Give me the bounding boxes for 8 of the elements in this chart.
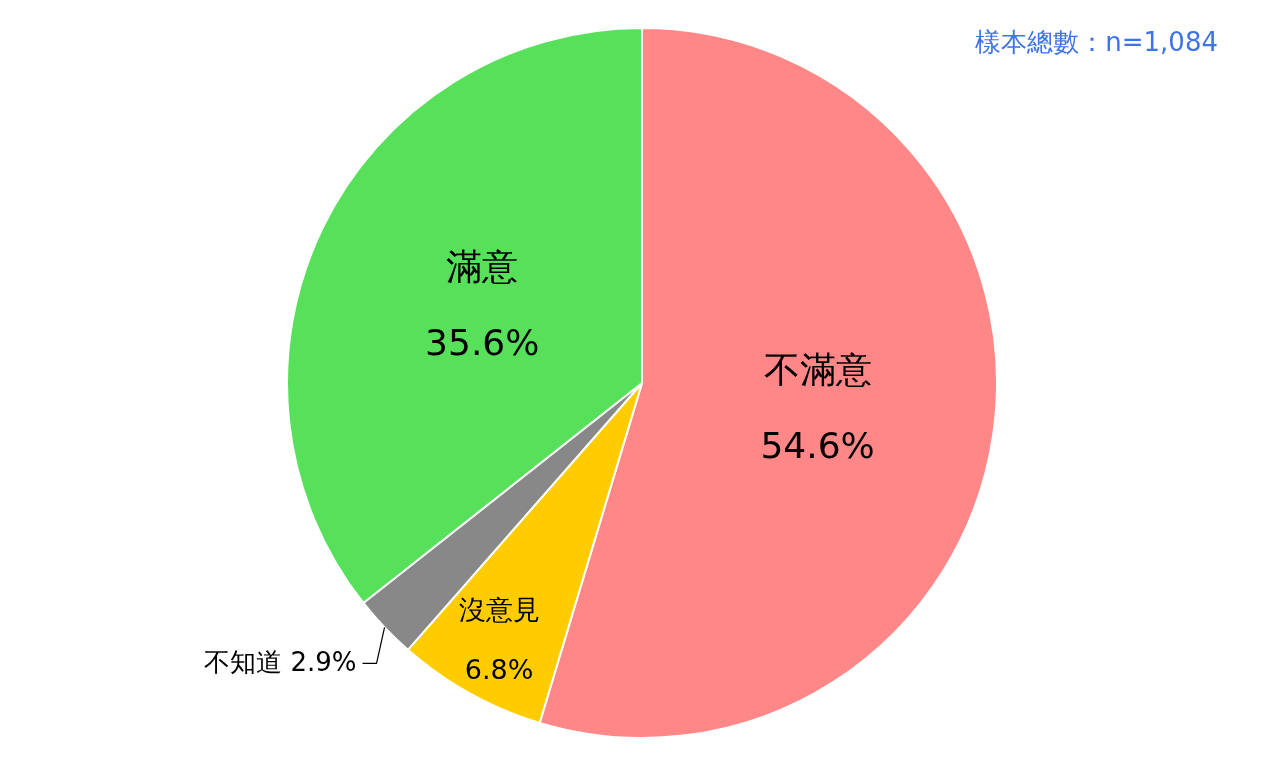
slice-label: 不滿意 <box>763 348 872 390</box>
slice-label: 不知道 2.9% <box>204 647 357 678</box>
data-label: 6.8% <box>464 653 534 685</box>
text: 樣本總數：n=1,084 <box>975 27 1218 57</box>
slice-label: 滿意 <box>446 245 519 287</box>
data-label: 54.6% <box>760 424 875 466</box>
data-label: 35.6% <box>425 321 540 363</box>
slice-label: 沒意見 <box>458 593 540 625</box>
